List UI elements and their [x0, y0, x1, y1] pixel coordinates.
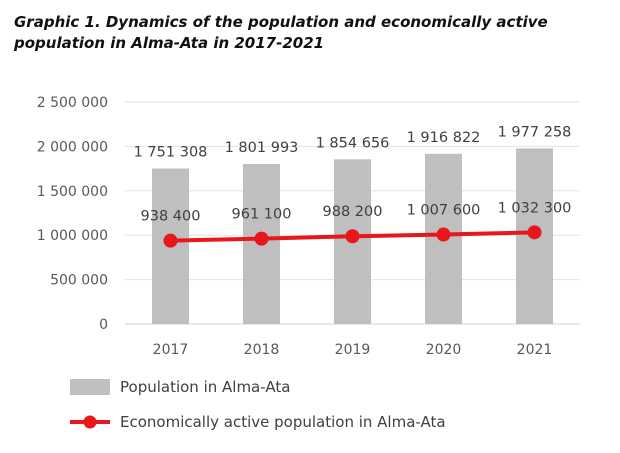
y-tick-label: 2 500 000 [37, 95, 108, 111]
line-point [254, 231, 269, 246]
line-data-label: 961 100 [232, 207, 292, 223]
data-labels: 1 751 308 1 801 993 1 854 656 1 916 822 1 97… [134, 124, 572, 224]
y-tick-label: 2 000 000 [37, 139, 108, 155]
axes: 0 500 000 1 000 000 1 500 000 2 000 000 2 500… [37, 95, 553, 358]
y-tick-label: 500 000 [50, 273, 108, 289]
x-tick-label: 2021 [517, 342, 553, 358]
y-tick-label: 1 000 000 [37, 228, 108, 244]
x-tick-label: 2020 [426, 342, 462, 358]
y-tick-label: 0 [99, 317, 108, 333]
line-data-label: 988 200 [323, 204, 383, 220]
line-data-label: 1 032 300 [498, 200, 572, 216]
x-tick-label: 2019 [335, 342, 371, 358]
line-series [163, 225, 542, 248]
y-tick-label: 1 500 000 [37, 184, 108, 200]
line-point [163, 233, 178, 248]
line-point [345, 229, 360, 244]
line-data-label: 938 400 [141, 209, 201, 225]
x-tick-label: 2017 [153, 342, 189, 358]
legend-swatch-marker [83, 415, 97, 429]
legend-label-economically-active: Economically active population in Alma-A… [120, 413, 446, 431]
legend: Population in Alma-Ata Economically activ… [70, 378, 446, 431]
bar-data-label: 1 801 993 [225, 140, 299, 156]
bar-data-label: 1 854 656 [316, 135, 390, 151]
line-point [436, 227, 451, 242]
line-data-label: 1 007 600 [407, 203, 481, 219]
bar-data-label: 1 751 308 [134, 144, 208, 160]
line-point [527, 225, 542, 240]
legend-label-population: Population in Alma-Ata [120, 378, 290, 396]
bar-data-label: 1 977 258 [498, 124, 572, 140]
chart-title: Graphic 1. Dynamics of the population an… [14, 13, 548, 52]
x-tick-label: 2018 [244, 342, 280, 358]
bar-data-label: 1 916 822 [407, 130, 481, 146]
legend-swatch-population [70, 379, 110, 395]
